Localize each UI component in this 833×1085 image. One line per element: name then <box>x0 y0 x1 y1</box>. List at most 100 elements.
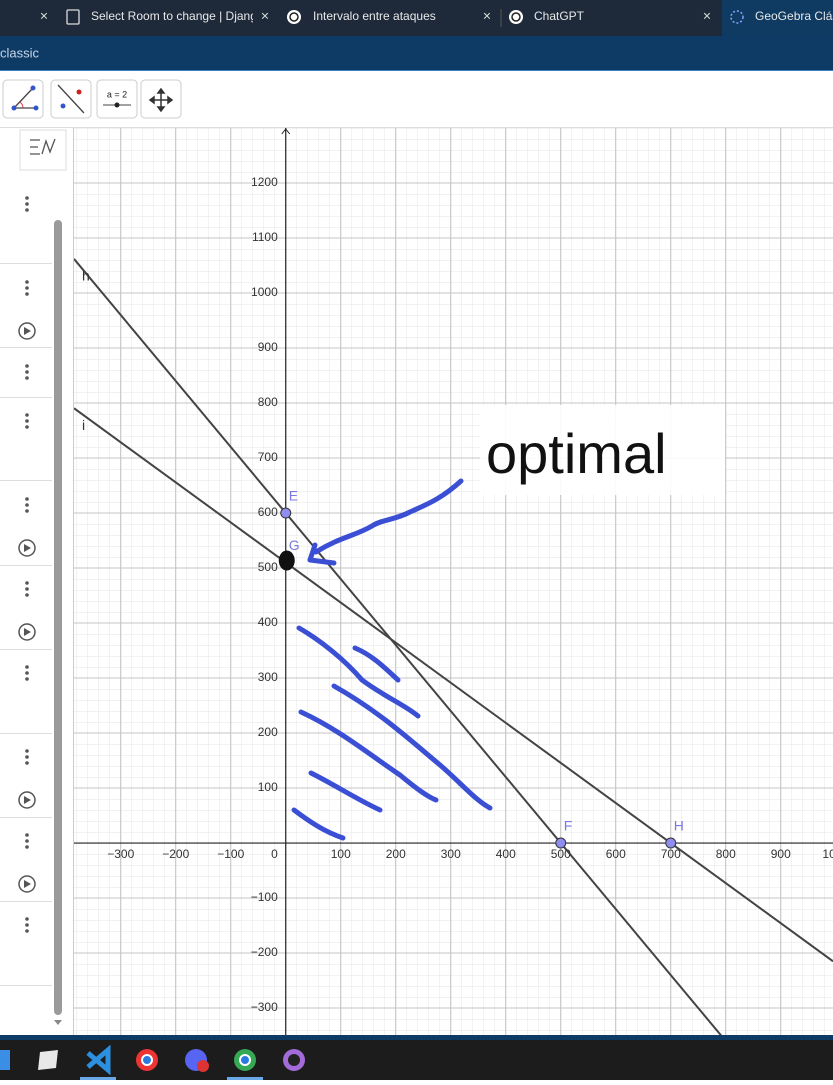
point-label: G <box>289 537 300 553</box>
menu-dot <box>25 202 29 206</box>
ink-hatch <box>296 625 421 719</box>
x-tick-label: 500 <box>551 847 571 861</box>
graphics-view[interactable] <box>74 128 833 1080</box>
x-tick-label: −100 <box>217 847 244 861</box>
y-tick-label: −200 <box>251 945 278 959</box>
x-tick-label: −200 <box>162 847 189 861</box>
axis-arrow <box>281 128 291 135</box>
y-tick-label: 200 <box>258 725 278 739</box>
tab-close[interactable]: × <box>261 8 269 24</box>
menu-dot <box>25 364 29 368</box>
tab-icon <box>287 10 301 24</box>
scrollbar[interactable] <box>54 220 62 1015</box>
menu-dot <box>25 917 29 921</box>
x-tick-label: 700 <box>661 847 681 861</box>
x-tick-label: 800 <box>716 847 736 861</box>
menu-dot <box>25 923 29 927</box>
tool-line[interactable] <box>50 79 92 119</box>
menu-dot <box>25 833 29 837</box>
menu-dot <box>25 370 29 374</box>
menu-dot <box>25 581 29 585</box>
taskbar-icon[interactable] <box>38 1050 58 1070</box>
y-tick-label: −300 <box>251 1000 278 1014</box>
menu-dot <box>25 665 29 669</box>
tab-close[interactable]: × <box>703 8 711 24</box>
play-icon <box>24 628 31 636</box>
x-tick-label: 900 <box>771 847 791 861</box>
tab-icon <box>289 12 299 22</box>
tool-move-view[interactable] <box>140 79 182 119</box>
line-label: h <box>82 268 90 284</box>
y-tick-label: 900 <box>258 340 278 354</box>
play-button[interactable] <box>18 322 36 340</box>
x-tick-label: 1000 <box>822 847 833 861</box>
menu-dot <box>25 761 29 765</box>
play-button[interactable] <box>18 875 36 893</box>
ink-arrowhead <box>307 542 337 566</box>
slider-label: a = 2 <box>107 89 127 99</box>
play-button[interactable] <box>18 539 36 557</box>
play-button[interactable] <box>18 623 36 641</box>
x-tick-label: 300 <box>441 847 461 861</box>
ink-hatch <box>308 770 383 813</box>
menu-dot <box>25 497 29 501</box>
play-button[interactable] <box>18 791 36 809</box>
menu-dot <box>25 196 29 200</box>
x-tick-label: 400 <box>496 847 516 861</box>
y-tick-label: 800 <box>258 395 278 409</box>
tab-close[interactable]: × <box>40 8 48 24</box>
active-tab[interactable] <box>722 0 833 36</box>
ink-arrow <box>313 478 464 555</box>
menu-dot <box>25 593 29 597</box>
x-tick-label: 200 <box>386 847 406 861</box>
tab-title[interactable]: ChatGPT <box>534 9 585 23</box>
point <box>280 507 292 519</box>
point-label: H <box>674 818 684 834</box>
algebra-panel <box>0 128 74 1035</box>
view-toggle-icon <box>30 138 56 155</box>
scroll-arrow[interactable] <box>54 1020 62 1025</box>
tab-title[interactable]: Intervalo entre ataques <box>313 9 436 23</box>
y-tick-label: 600 <box>258 505 278 519</box>
point <box>555 837 567 849</box>
ink-hatch <box>298 709 439 803</box>
tab-icon <box>509 10 523 24</box>
taskbar-active <box>227 1077 263 1080</box>
point-label: E <box>289 488 298 504</box>
tab-close[interactable]: × <box>483 8 491 24</box>
menu-dot <box>25 839 29 843</box>
play-icon <box>24 544 31 552</box>
minor-grid <box>74 128 833 1035</box>
badge <box>197 1060 209 1072</box>
annotation-box <box>480 405 725 495</box>
menu-dot <box>25 755 29 759</box>
play-icon <box>24 880 31 888</box>
y-tick-label: 1100 <box>252 230 278 244</box>
annotation: optimal <box>486 422 667 485</box>
y-tick-label: 300 <box>258 670 278 684</box>
address-text[interactable]: classic <box>0 45 40 60</box>
taskbar <box>0 1040 833 1080</box>
line-label: i <box>82 417 85 433</box>
ink-blob <box>278 550 295 571</box>
x-tick-label: −300 <box>107 847 134 861</box>
menu-dot <box>25 845 29 849</box>
taskbar-icon[interactable] <box>86 1044 111 1076</box>
ink-hatch <box>291 807 346 841</box>
ink-hatch <box>352 645 401 683</box>
tool-angle[interactable] <box>2 79 44 119</box>
tab-title[interactable]: GeoGebra Clás <box>755 9 833 23</box>
line-1 <box>74 407 833 963</box>
menu-dot <box>25 292 29 296</box>
point <box>665 837 677 849</box>
tool-slider[interactable]: a = 2 <box>96 79 138 119</box>
y-tick-label: 1200 <box>251 175 278 189</box>
taskbar-icon[interactable] <box>0 1050 10 1070</box>
ink-hatch <box>331 683 493 811</box>
taskbar-icon <box>288 1054 300 1066</box>
play-icon <box>24 327 31 335</box>
y-tick-label: 1000 <box>251 285 278 299</box>
y-tick-label: 700 <box>258 450 278 464</box>
tab-title[interactable]: Select Room to change | Djang <box>91 9 257 23</box>
